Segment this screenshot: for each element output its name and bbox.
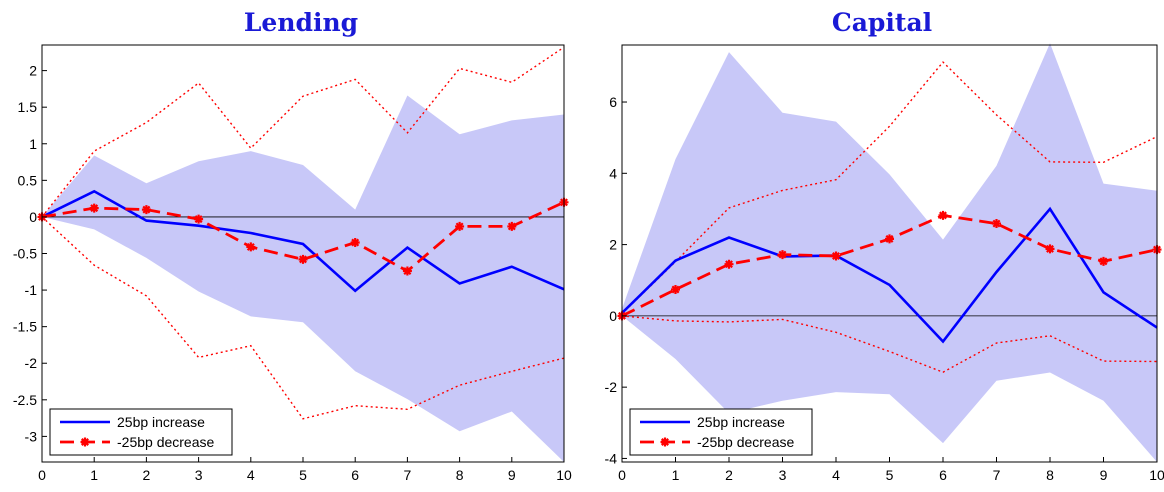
capital-decrease-point: [831, 251, 841, 261]
lending-y-tick-label: -0.5: [13, 246, 37, 262]
lending-x-tick-label: 3: [195, 467, 203, 483]
lending-y-tick-label: -3: [25, 428, 38, 444]
capital-x-tick-label: 1: [672, 467, 680, 483]
lending-decrease-point: [455, 221, 465, 231]
capital-y-tick-label: -4: [605, 450, 618, 466]
lending-decrease-point: [89, 203, 99, 213]
lending-y-tick-label: 2: [29, 63, 37, 79]
capital-y-tick-label: -2: [605, 379, 618, 395]
lending-y-tick-label: 1: [29, 136, 37, 152]
lending-decrease-point: [246, 242, 256, 252]
capital-legend-increase-label: 25bp increase: [697, 414, 785, 430]
lending-x-tick-label: 7: [404, 467, 412, 483]
lending-legend-increase-label: 25bp increase: [117, 414, 205, 430]
lending-y-tick-label: 1.5: [18, 99, 38, 115]
lending-increase-band: [42, 95, 564, 462]
lending-decrease-point: [350, 238, 360, 248]
lending-y-tick-label: 0.5: [18, 172, 38, 188]
lending-series-increase-line: [41, 189, 565, 293]
lending-panel: Lending 0 1 2 3 4 5 6 7 8 9 10 -3 -2.5 -2 -1.5 -1 -0.5 0 0…: [13, 8, 572, 483]
lending-x-tick-label: 5: [299, 467, 307, 483]
lending-y-tick-label: -2: [25, 355, 38, 371]
capital-x-tick-label: 6: [939, 467, 947, 483]
capital-decrease-point: [724, 259, 734, 269]
capital-y-tick-label: 0: [609, 308, 617, 324]
capital-y-tick-label: 4: [609, 165, 617, 181]
capital-x-tick-label: 2: [725, 467, 733, 483]
capital-legend-decrease-marker: [660, 437, 670, 447]
lending-decrease-point: [402, 266, 412, 276]
capital-panel: Capital 0 1 2 3 4 5 6 7 8 9 10 -4 -2 0 2 4 6 25bp increas…: [605, 8, 1164, 483]
lending-y-tick-label: 0: [29, 209, 37, 225]
lending-title: Lending: [244, 8, 358, 37]
lending-legend-decrease-label: -25bp decrease: [117, 434, 215, 450]
capital-decrease-point: [938, 210, 948, 220]
capital-decrease-point: [885, 234, 894, 244]
capital-legend-box: [629, 408, 813, 456]
lending-decrease-point: [141, 205, 151, 215]
capital-y-tick-label: 2: [609, 237, 617, 253]
lending-x-tick-label: 2: [143, 467, 151, 483]
capital-series-increase-line: [621, 206, 1158, 344]
lending-x-tick-label: 6: [351, 467, 359, 483]
lending-y-tick-label: -2.5: [13, 392, 37, 408]
capital-x-tick-label: 8: [1046, 467, 1054, 483]
capital-x-tick-label: 5: [886, 467, 894, 483]
lending-decrease-band-upper: [41, 46, 565, 218]
lending-x-tick-label: 9: [508, 467, 516, 483]
capital-decrease-point: [671, 284, 680, 294]
capital-x-tick-label: 4: [832, 467, 840, 483]
capital-decrease-band-upper: [621, 61, 1158, 315]
capital-decrease-point: [1045, 244, 1055, 254]
capital-title: Capital: [832, 8, 932, 37]
capital-x-tick-label: 0: [618, 467, 626, 483]
lending-x-tick-label: 10: [556, 467, 572, 483]
lending-x-tick-label: 1: [90, 467, 98, 483]
lending-decrease-point: [298, 254, 308, 264]
capital-decrease-point: [778, 250, 787, 260]
lending-legend-box: [49, 408, 233, 456]
capital-decrease-point: [992, 219, 1001, 229]
lending-series-decrease-line: [41, 201, 565, 273]
capital-x-tick-label: 3: [779, 467, 787, 483]
capital-x-tick-label: 9: [1100, 467, 1108, 483]
capital-y-tick-label: 6: [609, 94, 617, 110]
capital-decrease-point: [1099, 256, 1108, 266]
lending-decrease-point: [507, 221, 517, 231]
lending-x-tick-label: 4: [247, 467, 255, 483]
lending-legend-decrease-marker: [80, 437, 90, 447]
lending-x-tick-label: 8: [456, 467, 464, 483]
capital-increase-band: [622, 43, 1157, 462]
capital-legend-decrease-label: -25bp decrease: [697, 434, 795, 450]
lending-decrease-point: [194, 214, 204, 224]
capital-x-tick-label: 7: [993, 467, 1001, 483]
lending-decrease-band-lower: [41, 216, 565, 420]
lending-y-tick-label: -1: [25, 282, 38, 298]
capital-x-tick-label: 10: [1149, 467, 1164, 483]
lending-x-tick-label: 0: [38, 467, 46, 483]
lending-y-tick-label: -1.5: [13, 319, 37, 335]
